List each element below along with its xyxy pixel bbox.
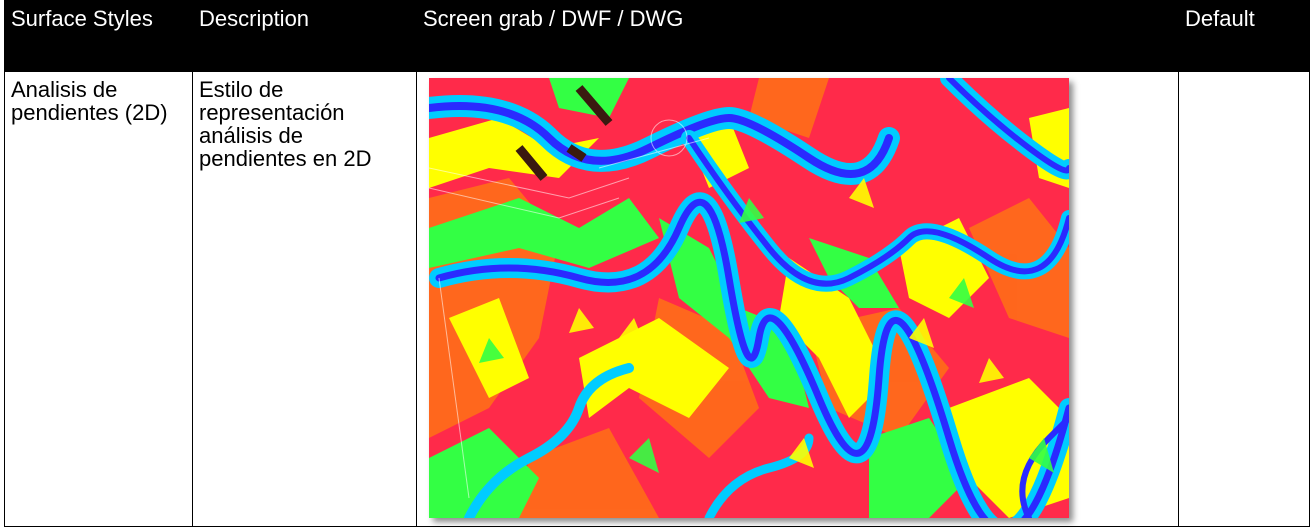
surface-style-name: Analisis de pendientes (2D) xyxy=(4,71,193,527)
surface-style-description: Estilo de representación análisis de pen… xyxy=(192,71,417,527)
surface-styles-table: Surface Styles Description Screen grab /… xyxy=(4,0,1310,527)
header-description: Description xyxy=(192,0,417,72)
header-screen-grab: Screen grab / DWF / DWG xyxy=(416,0,1179,72)
screen-grab-cell xyxy=(416,71,1179,527)
header-row: Surface Styles Description Screen grab /… xyxy=(4,0,1310,72)
default-value-cell xyxy=(1178,71,1310,527)
slope-analysis-2d-surface-image xyxy=(429,78,1069,518)
header-default: Default xyxy=(1178,0,1310,72)
table-row: Analisis de pendientes (2D) Estilo de re… xyxy=(4,71,1310,527)
header-surface-styles: Surface Styles xyxy=(4,0,193,72)
